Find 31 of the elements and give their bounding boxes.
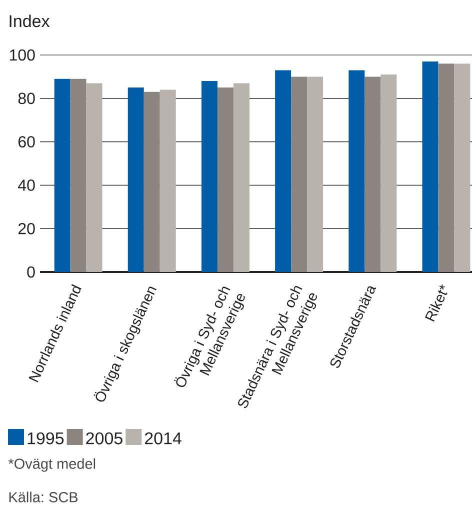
bar bbox=[454, 64, 470, 272]
bar bbox=[364, 76, 381, 272]
y-axis-title: Index bbox=[10, 14, 50, 28]
bar bbox=[86, 83, 102, 272]
bar bbox=[291, 76, 308, 272]
legend-label: 1995 bbox=[28, 432, 64, 444]
y-tick-label: 40 bbox=[18, 180, 35, 191]
bar bbox=[233, 83, 250, 272]
y-tick-label: 0 bbox=[27, 266, 35, 278]
bar bbox=[217, 88, 234, 272]
y-tick-label: 20 bbox=[18, 222, 35, 234]
text: *Ovägt medel bbox=[8, 458, 96, 472]
y-tick-label: 100 bbox=[10, 49, 35, 61]
bar bbox=[380, 74, 397, 272]
bar bbox=[70, 78, 86, 272]
y-tick-label: 80 bbox=[18, 92, 35, 104]
bar bbox=[160, 90, 176, 272]
bar bbox=[422, 62, 438, 272]
legend-label: 2014 bbox=[145, 432, 182, 444]
bar bbox=[54, 78, 70, 272]
bar bbox=[307, 76, 324, 272]
bar bbox=[128, 88, 144, 272]
legend-label: 2005 bbox=[86, 432, 122, 444]
bar bbox=[144, 92, 160, 272]
bar bbox=[438, 64, 454, 272]
y-tick-label: 60 bbox=[18, 136, 35, 148]
text: Källa: SCB bbox=[9, 492, 78, 502]
bar bbox=[201, 81, 218, 272]
bar bbox=[275, 70, 292, 272]
x-tick-label: Riket* bbox=[424, 284, 448, 322]
bar bbox=[348, 70, 365, 272]
